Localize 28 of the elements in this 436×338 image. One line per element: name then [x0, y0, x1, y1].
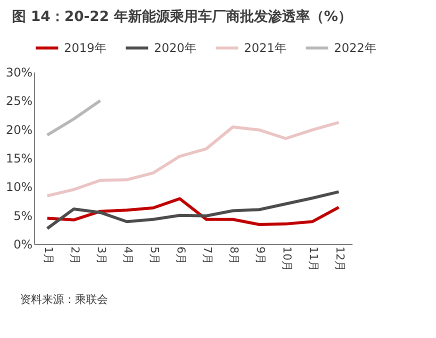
x-tick-label: 3月 — [94, 246, 108, 264]
x-tick-label: 11月 — [306, 246, 320, 272]
x-tick-label: 6月 — [174, 246, 188, 264]
text: 资料来源：乘联会 — [19, 292, 109, 307]
y-tick-label: 20% — [6, 122, 32, 137]
x-tick-label: 8月 — [227, 246, 240, 264]
x-tick-label: 12月 — [333, 246, 346, 272]
line-series — [46, 190, 340, 230]
y-tick-label: 10% — [6, 180, 32, 194]
line-series — [46, 197, 340, 226]
y-tick-label: 25% — [6, 94, 32, 108]
y-tick-label: 15% — [6, 152, 32, 166]
legend-label: 2019年 — [64, 41, 107, 55]
x-tick-label: 5月 — [148, 246, 161, 264]
legend-label: 2020年 — [154, 41, 197, 55]
x-tick-label: 1月 — [42, 246, 55, 264]
y-tick-label: 30% — [6, 66, 32, 80]
y-tick-label: 5% — [13, 208, 32, 223]
legend-label: 2022年 — [334, 41, 377, 55]
x-tick-label: 9月 — [254, 246, 267, 264]
chart-title: 图 14：20-22 年新能源乘用车厂商批发渗透率（%） — [11, 8, 354, 27]
x-tick-label: 7月 — [200, 246, 214, 264]
x-tick-label: 4月 — [121, 246, 134, 264]
line-series — [46, 120, 340, 198]
y-tick-label: 0% — [13, 238, 32, 252]
x-tick-label: 10月 — [280, 246, 294, 272]
legend-label: 2021年 — [244, 41, 287, 55]
x-tick-label: 2月 — [68, 246, 82, 264]
